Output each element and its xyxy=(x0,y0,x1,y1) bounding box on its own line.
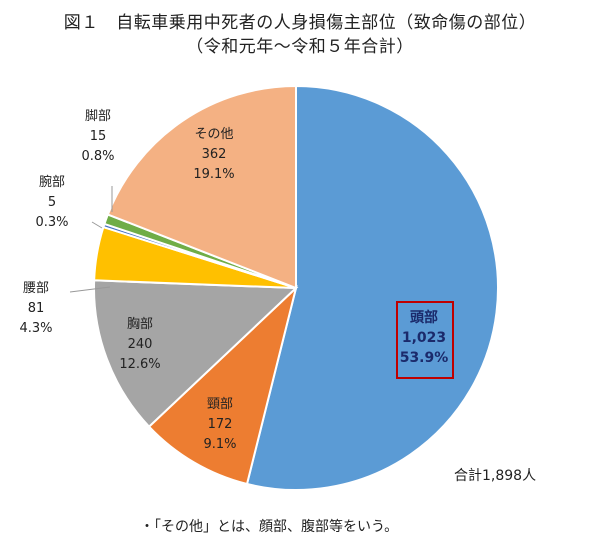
slice-label-name-3: 腰部 xyxy=(23,281,49,296)
slice-label-percent-1: 9.1% xyxy=(203,437,236,452)
slice-label-value-3: 81 xyxy=(28,301,45,316)
chart-title: 図１ 自転車乗用中死者の人身損傷主部位（致命傷の部位） xyxy=(63,13,537,33)
slice-label-percent-3: 4.3% xyxy=(19,321,52,336)
pie-slice-1 xyxy=(147,284,298,486)
slice-label-value-4: 5 xyxy=(48,195,56,210)
slice-label-percent-6: 19.1% xyxy=(193,167,234,182)
slice-label-value-2: 240 xyxy=(128,337,153,352)
slice-label-value-6: 362 xyxy=(202,147,227,162)
slice-label-name-5: 脚部 xyxy=(85,108,111,124)
slice-label-name-2: 胸部 xyxy=(127,317,153,332)
slice-label-name-4: 腕部 xyxy=(39,174,65,190)
footnote: ・「その他」とは、顔部、腹部等をいう。 xyxy=(140,519,399,535)
leader-line-3 xyxy=(69,286,111,293)
slice-label-percent-5: 0.8% xyxy=(81,149,114,164)
pie-slice-2 xyxy=(93,279,299,429)
pie-slice-6 xyxy=(106,84,297,290)
slice-label-percent-2: 12.6% xyxy=(119,357,160,372)
slice-label-percent-0: 53.9% xyxy=(400,350,449,366)
highlight-box xyxy=(396,301,454,379)
slice-label-value-0: 1,023 xyxy=(402,330,446,346)
slice-label-percent-4: 0.3% xyxy=(35,215,68,230)
slice-label-name-6: その他 xyxy=(194,127,233,142)
pie-slice-0 xyxy=(245,84,499,491)
slice-label-name-1: 頸部 xyxy=(207,397,233,412)
slice-label-name-0: 頭部 xyxy=(410,309,438,326)
total-label: 合計1,898人 xyxy=(454,468,537,484)
slice-label-value-5: 15 xyxy=(90,129,107,144)
chart-subtitle: （令和元年～令和５年合計） xyxy=(186,37,414,57)
slice-label-value-1: 172 xyxy=(208,417,233,432)
leader-line-4 xyxy=(91,221,103,229)
